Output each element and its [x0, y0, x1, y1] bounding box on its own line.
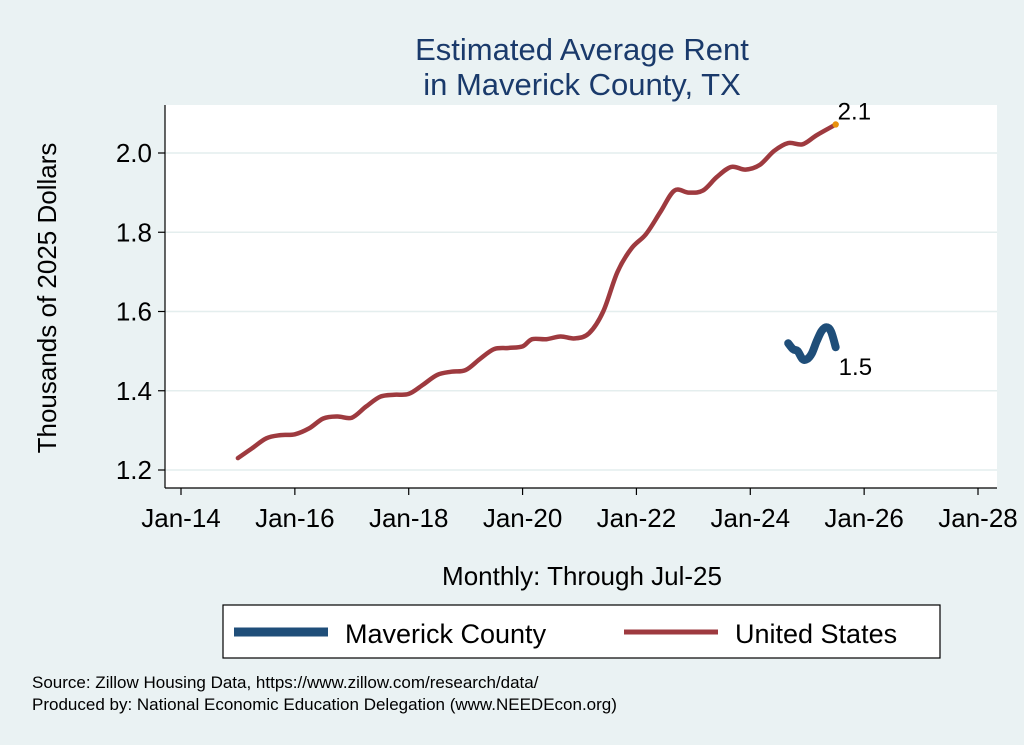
chart-title-line-2: in Maverick County, TX	[423, 67, 741, 102]
x-tick-label: Jan-16	[255, 503, 335, 533]
series-line-maverick-county	[784, 323, 840, 364]
x-tick-label: Jan-18	[369, 503, 449, 533]
x-tick-label: Jan-22	[597, 503, 677, 533]
x-tick-label: Jan-20	[483, 503, 563, 533]
legend-label-maverick-county: Maverick County	[345, 619, 547, 649]
x-tick-label: Jan-28	[938, 503, 1018, 533]
source-note: Source: Zillow Housing Data, https://www…	[32, 673, 539, 692]
series-lines: 2.1 1.5	[235, 98, 872, 461]
x-tick-label: Jan-14	[141, 503, 221, 533]
chart-title-line-1: Estimated Average Rent	[415, 32, 749, 67]
legend-box	[222, 604, 941, 659]
y-tick-label: 1.8	[116, 217, 152, 247]
y-tick-label: 2.0	[116, 138, 152, 168]
end-marker-united-states	[832, 121, 839, 128]
x-tick-label: Jan-26	[824, 503, 904, 533]
end-label-maverick-county: 1.5	[839, 354, 872, 381]
plot-area	[165, 105, 997, 488]
x-axis-title: Monthly: Through Jul-25	[442, 561, 722, 591]
series-line-united-states	[235, 122, 838, 461]
legend: Maverick County United States	[222, 604, 941, 659]
y-tick-label: 1.6	[116, 297, 152, 327]
produced-by-note: Produced by: National Economic Education…	[32, 695, 617, 714]
y-axis-title: Thousands of 2025 Dollars	[32, 143, 62, 454]
x-tick-label: Jan-24	[711, 503, 791, 533]
end-label-united-states: 2.1	[838, 98, 871, 125]
y-tick-label: 1.4	[116, 376, 152, 406]
axes: 1.2 1.4 1.6 1.8 2.0 Jan-14 Jan-16 Jan-18 Jan-20 J…	[116, 105, 1018, 533]
grid	[165, 152, 997, 471]
legend-label-united-states: United States	[735, 619, 897, 649]
y-tick-label: 1.2	[116, 455, 152, 485]
